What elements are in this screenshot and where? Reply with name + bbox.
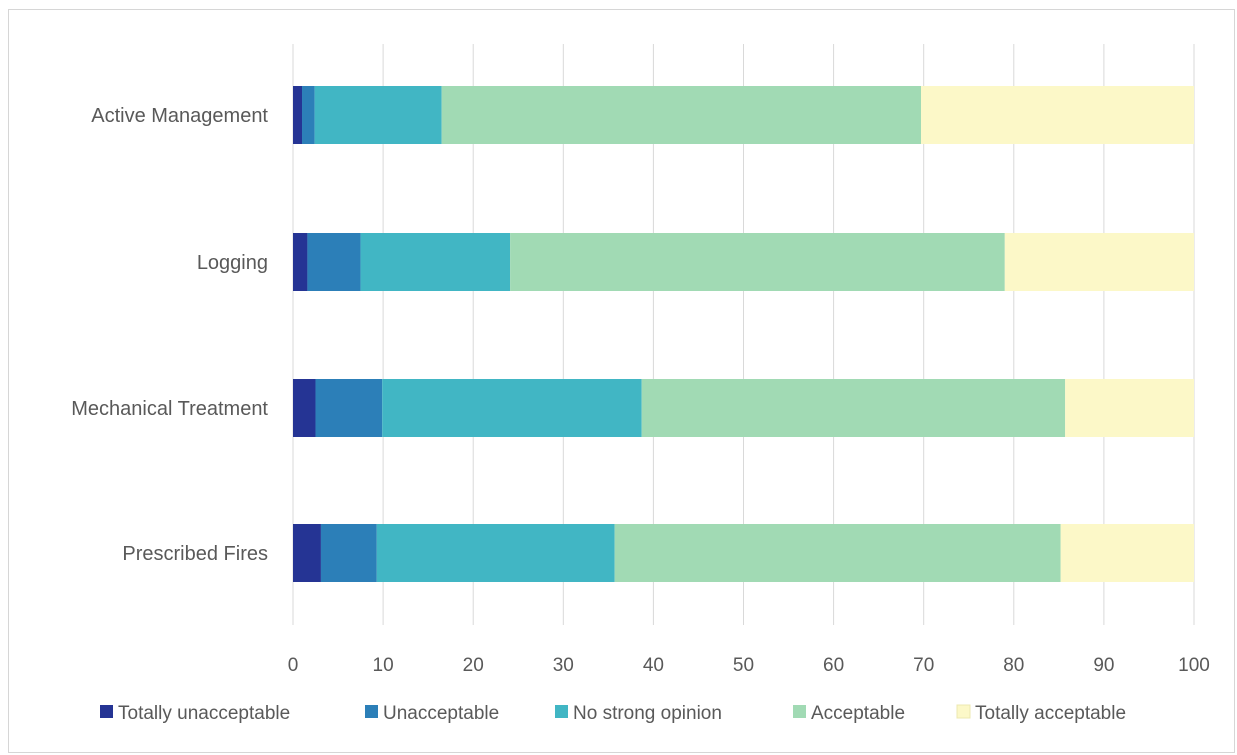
bar-segment xyxy=(441,86,921,144)
category-label: Logging xyxy=(197,252,268,274)
x-tick-label: 10 xyxy=(373,655,394,676)
x-tick-label: 70 xyxy=(913,655,934,676)
x-tick-label: 60 xyxy=(823,655,844,676)
bar-segment xyxy=(293,233,308,291)
legend-swatch xyxy=(100,705,113,718)
category-label: Active Management xyxy=(91,105,268,127)
bar-segment xyxy=(320,524,377,582)
x-tick-label: 80 xyxy=(1003,655,1024,676)
legend-label: Acceptable xyxy=(811,703,905,724)
bar-segment xyxy=(315,379,383,437)
bar-segment xyxy=(307,233,361,291)
legend-swatch xyxy=(956,704,971,719)
bar-segment xyxy=(376,524,615,582)
x-tick-label: 90 xyxy=(1093,655,1114,676)
legend-label: No strong opinion xyxy=(573,703,722,724)
x-tick-label: 50 xyxy=(733,655,754,676)
bar-segment xyxy=(293,379,316,437)
bar-segment xyxy=(1004,233,1194,291)
x-tick-label: 0 xyxy=(288,655,299,676)
x-tick-label: 30 xyxy=(553,655,574,676)
x-tick-label: 20 xyxy=(463,655,484,676)
bar-segment xyxy=(314,86,442,144)
x-tick-label: 100 xyxy=(1178,655,1210,676)
bar-segment xyxy=(510,233,1005,291)
legend-label: Unacceptable xyxy=(383,703,499,724)
bar-segment xyxy=(302,86,315,144)
legend-label: Totally unacceptable xyxy=(118,703,290,724)
bar-segment xyxy=(614,524,1061,582)
legend-label: Totally acceptable xyxy=(975,703,1126,724)
legend-swatch xyxy=(793,705,806,718)
legend-swatch xyxy=(365,705,378,718)
bar-segment xyxy=(360,233,511,291)
legend-swatch xyxy=(555,705,568,718)
bar-segment xyxy=(293,524,321,582)
bar-segment xyxy=(641,379,1066,437)
category-label: Prescribed Fires xyxy=(122,543,268,565)
bar-segment xyxy=(293,86,303,144)
bar-segment xyxy=(920,86,1194,144)
category-label: Mechanical Treatment xyxy=(71,398,268,420)
x-tick-label: 40 xyxy=(643,655,664,676)
bar-segment xyxy=(382,379,642,437)
bar-segment xyxy=(1060,524,1194,582)
bar-segment xyxy=(1065,379,1194,437)
